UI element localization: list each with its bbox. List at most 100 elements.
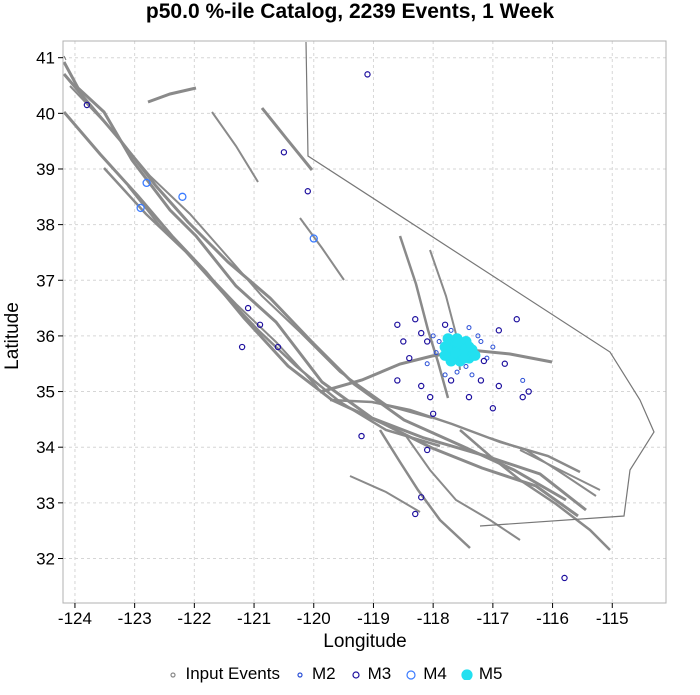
event-marker-m5 — [445, 355, 457, 367]
event-marker-m3 — [418, 329, 425, 337]
x-tick-label: -124 — [58, 609, 92, 628]
event-marker-m3 — [423, 338, 431, 345]
legend-marker — [170, 672, 177, 678]
chart-title: p50.0 %-ile Catalog, 2239 Events, 1 Week — [145, 0, 555, 23]
fault-trace — [299, 217, 345, 281]
event-marker-m3 — [394, 321, 401, 328]
event-marker-m2 — [478, 338, 484, 344]
event-marker-m3 — [480, 357, 488, 365]
y-tick-label: 34 — [36, 438, 55, 457]
x-tick-label: -116 — [536, 609, 569, 628]
event-marker-m2 — [424, 361, 430, 367]
event-marker-m3 — [489, 405, 497, 412]
event-marker-m3 — [244, 304, 252, 312]
y-tick-label: 35 — [36, 383, 55, 402]
event-marker-m3 — [477, 377, 485, 384]
legend-marker-circle — [170, 672, 177, 678]
fault-trace — [147, 86, 197, 104]
event-marker-m5 — [469, 349, 481, 361]
legend-label: M4 — [423, 664, 447, 683]
boundary-edge — [63, 55, 67, 61]
event-marker-m3 — [83, 101, 91, 109]
event-marker-m2 — [442, 372, 448, 378]
event-marker-m3 — [394, 377, 401, 384]
fault-traces — [62, 61, 611, 551]
fault-trace — [398, 235, 450, 399]
event-marker-m3 — [358, 432, 365, 440]
event-marker-m2 — [448, 327, 454, 333]
legend-label: M3 — [367, 664, 392, 683]
event-marker-m3 — [412, 316, 419, 323]
boundary-edge — [305, 41, 655, 527]
event-marker-m3 — [400, 338, 407, 345]
event-marker-m4 — [136, 203, 145, 213]
x-axis-label: Longitude — [323, 631, 407, 652]
event-marker-m2 — [433, 350, 439, 356]
event-marker-m3 — [426, 393, 434, 401]
legend-marker — [461, 669, 473, 680]
legend: Input Events M2 M3 M4 M5 — [0, 664, 670, 684]
event-marker-m3 — [423, 446, 431, 454]
legend-marker-circle — [297, 672, 303, 678]
y-tick-label: 33 — [36, 494, 55, 513]
fault-trace — [127, 185, 319, 389]
fault-trace — [405, 435, 521, 541]
x-tick-label: -122 — [177, 609, 211, 628]
event-marker-m3 — [406, 354, 413, 362]
event-marker-m3 — [256, 321, 264, 328]
legend-label: Input Events — [185, 664, 280, 683]
fault-trace — [62, 73, 567, 502]
y-axis-label: Latitude — [2, 302, 23, 370]
event-marker-m3 — [495, 327, 503, 334]
legend-item: M3 — [350, 664, 392, 684]
legend-item: M5 — [461, 664, 503, 684]
legend-marker-circle — [461, 669, 473, 680]
event-marker-m3 — [418, 382, 425, 390]
legend-marker — [352, 671, 360, 679]
y-tick-label: 32 — [36, 549, 55, 568]
event-marker-m5 — [450, 347, 462, 359]
legend-label: M5 — [478, 664, 503, 683]
event-marker-m3 — [447, 377, 455, 384]
event-marker-m3 — [304, 188, 311, 195]
y-tick-label: 41 — [36, 49, 55, 68]
legend-marker — [297, 672, 303, 678]
event-marker-m3 — [412, 510, 419, 518]
event-marker-m2 — [475, 333, 481, 339]
legend-item: M4 — [405, 664, 447, 684]
event-marker-m4 — [142, 178, 151, 188]
event-marker-m3 — [418, 494, 425, 501]
x-tick-label: -123 — [118, 609, 152, 628]
x-tick-label: -115 — [596, 609, 629, 628]
state-boundary — [63, 41, 655, 527]
event-marker-m3 — [238, 343, 246, 351]
fault-trace — [319, 348, 553, 394]
event-marker-m4 — [178, 192, 187, 201]
event-marker-m3 — [274, 343, 282, 351]
event-marker-m3 — [519, 393, 526, 401]
plot-frame — [62, 40, 667, 604]
event-marker-m5 — [452, 337, 464, 349]
x-tick-label: -117 — [476, 609, 509, 628]
event-marker-m3 — [513, 316, 520, 323]
fault-trace — [260, 107, 314, 171]
fault-trace — [378, 429, 471, 549]
fault-trace — [329, 398, 581, 474]
legend-marker-circle — [406, 670, 416, 680]
y-tick-label: 38 — [36, 216, 55, 235]
event-marker-m2 — [436, 338, 442, 344]
y-tick-label: 37 — [36, 271, 55, 290]
legend-marker-circle — [352, 671, 360, 679]
legend-item: M2 — [294, 664, 336, 684]
event-marker-m2 — [490, 344, 496, 350]
y-tick-label: 36 — [36, 327, 55, 346]
event-marker-m3 — [441, 321, 449, 328]
axes: -124 -123 -122 -121 -120 -119 -118 -117 -116 -115… — [36, 40, 667, 628]
legend-item: Input Events — [167, 664, 280, 684]
fault-trace — [211, 111, 259, 183]
event-marker-m3 — [525, 388, 532, 395]
event-marker-m3 — [501, 360, 509, 367]
y-tick-label: 40 — [36, 104, 55, 123]
x-tick-label: -120 — [297, 609, 331, 628]
